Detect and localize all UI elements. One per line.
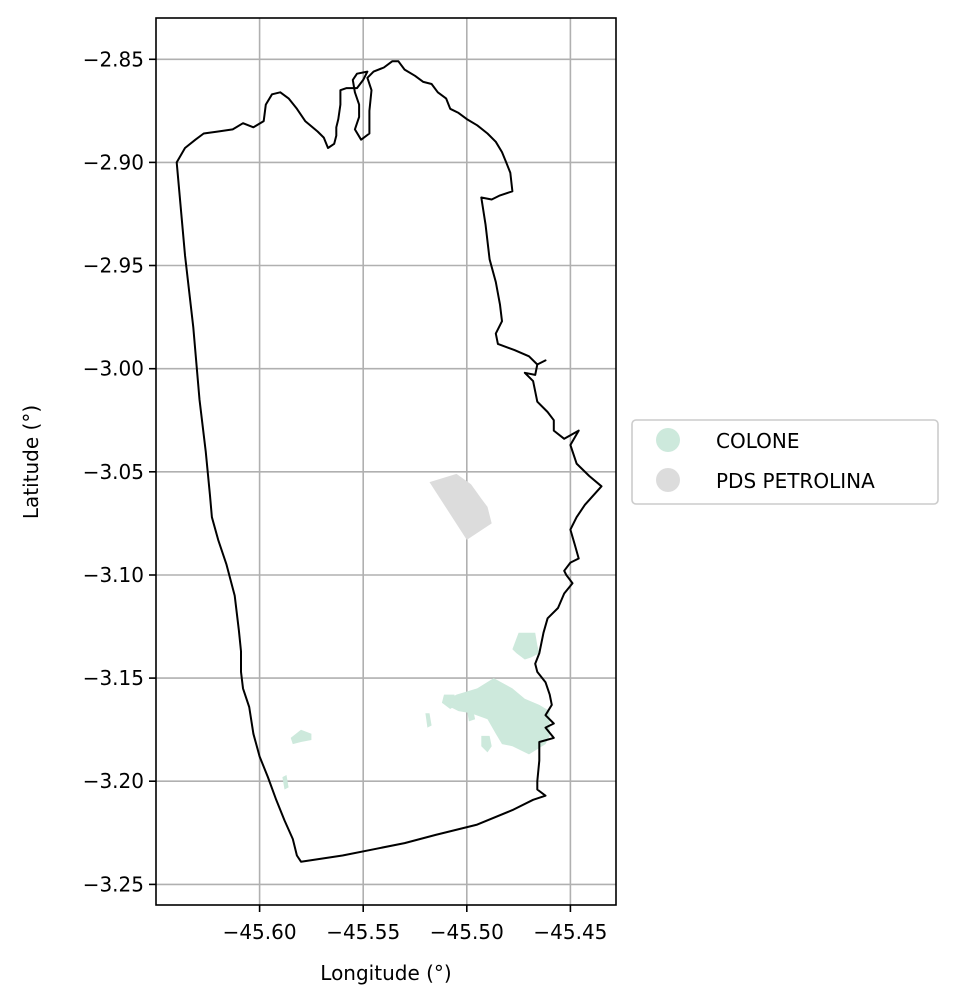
area-colone xyxy=(512,632,540,660)
area-colone xyxy=(282,775,289,790)
area-colone xyxy=(441,678,550,755)
map-areas xyxy=(282,473,550,790)
y-tick-label: −3.25 xyxy=(83,872,144,896)
legend-marker-pds-petrolina xyxy=(656,468,680,492)
area-colone xyxy=(290,729,312,745)
boundary-outline xyxy=(175,60,603,863)
y-tick-label: −2.85 xyxy=(83,47,144,71)
area-colone xyxy=(466,709,476,722)
y-tick-label: −3.15 xyxy=(83,666,144,690)
grid xyxy=(156,18,616,905)
legend-frame xyxy=(631,419,939,505)
x-tick-label: −45.45 xyxy=(533,920,607,944)
legend-label-pds-petrolina: PDS PETROLINA xyxy=(716,469,875,493)
y-tick-label: −3.05 xyxy=(83,460,144,484)
legend: COLONE PDS PETROLINA xyxy=(631,419,939,505)
y-tick-label: −3.00 xyxy=(83,357,144,381)
x-axis-ticks: −45.60 −45.55 −45.50 −45.45 xyxy=(223,905,607,944)
y-tick-label: −2.90 xyxy=(83,150,144,174)
x-tick-label: −45.55 xyxy=(326,920,400,944)
x-axis-label: Longitude (°) xyxy=(320,961,451,985)
legend-marker-colone xyxy=(656,428,680,452)
legend-label-colone: COLONE xyxy=(716,429,799,453)
y-axis-label: Latitude (°) xyxy=(19,405,43,519)
y-tick-label: −2.95 xyxy=(83,254,144,278)
y-axis-ticks: −2.85 −2.90 −2.95 −3.00 −3.05 −3.10 −3.15 −3.20… xyxy=(83,47,156,896)
area-colone xyxy=(441,694,457,709)
x-tick-label: −45.50 xyxy=(430,920,504,944)
area-pds-petrolina xyxy=(429,473,492,540)
area-colone xyxy=(425,713,432,728)
y-tick-label: −3.20 xyxy=(83,769,144,793)
municipality-boundary xyxy=(175,60,603,863)
area-colone xyxy=(481,735,492,753)
y-tick-label: −3.10 xyxy=(83,563,144,587)
x-tick-label: −45.60 xyxy=(223,920,297,944)
plot-frame xyxy=(155,17,617,906)
